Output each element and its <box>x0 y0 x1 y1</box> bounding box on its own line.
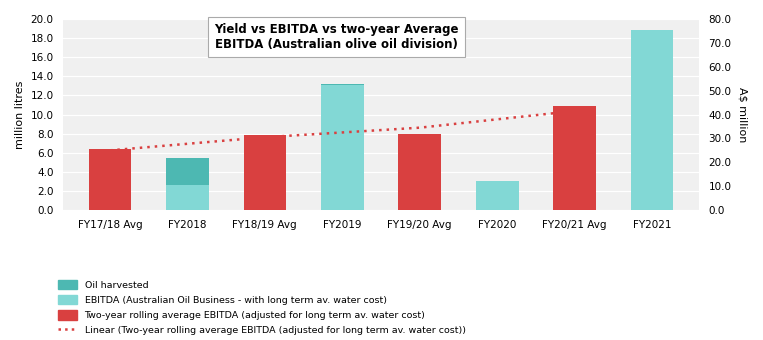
Bar <box>166 185 208 210</box>
Bar <box>243 135 286 210</box>
Bar <box>166 158 208 210</box>
Bar <box>321 84 364 210</box>
Text: Yield vs EBITDA vs two-year Average
EBITDA (Australian olive oil division): Yield vs EBITDA vs two-year Average EBIT… <box>214 23 459 51</box>
Bar <box>476 182 519 210</box>
Bar <box>553 106 596 210</box>
Bar <box>476 182 519 210</box>
Bar <box>321 85 364 210</box>
Bar <box>631 30 674 210</box>
Legend: Oil harvested, EBITDA (Australian Oil Business - with long term av. water cost),: Oil harvested, EBITDA (Australian Oil Bu… <box>58 279 465 335</box>
Y-axis label: A$ million: A$ million <box>738 87 748 142</box>
Y-axis label: million litres: million litres <box>15 80 25 149</box>
Bar <box>398 134 441 210</box>
Bar <box>631 56 674 210</box>
Bar <box>89 149 131 210</box>
